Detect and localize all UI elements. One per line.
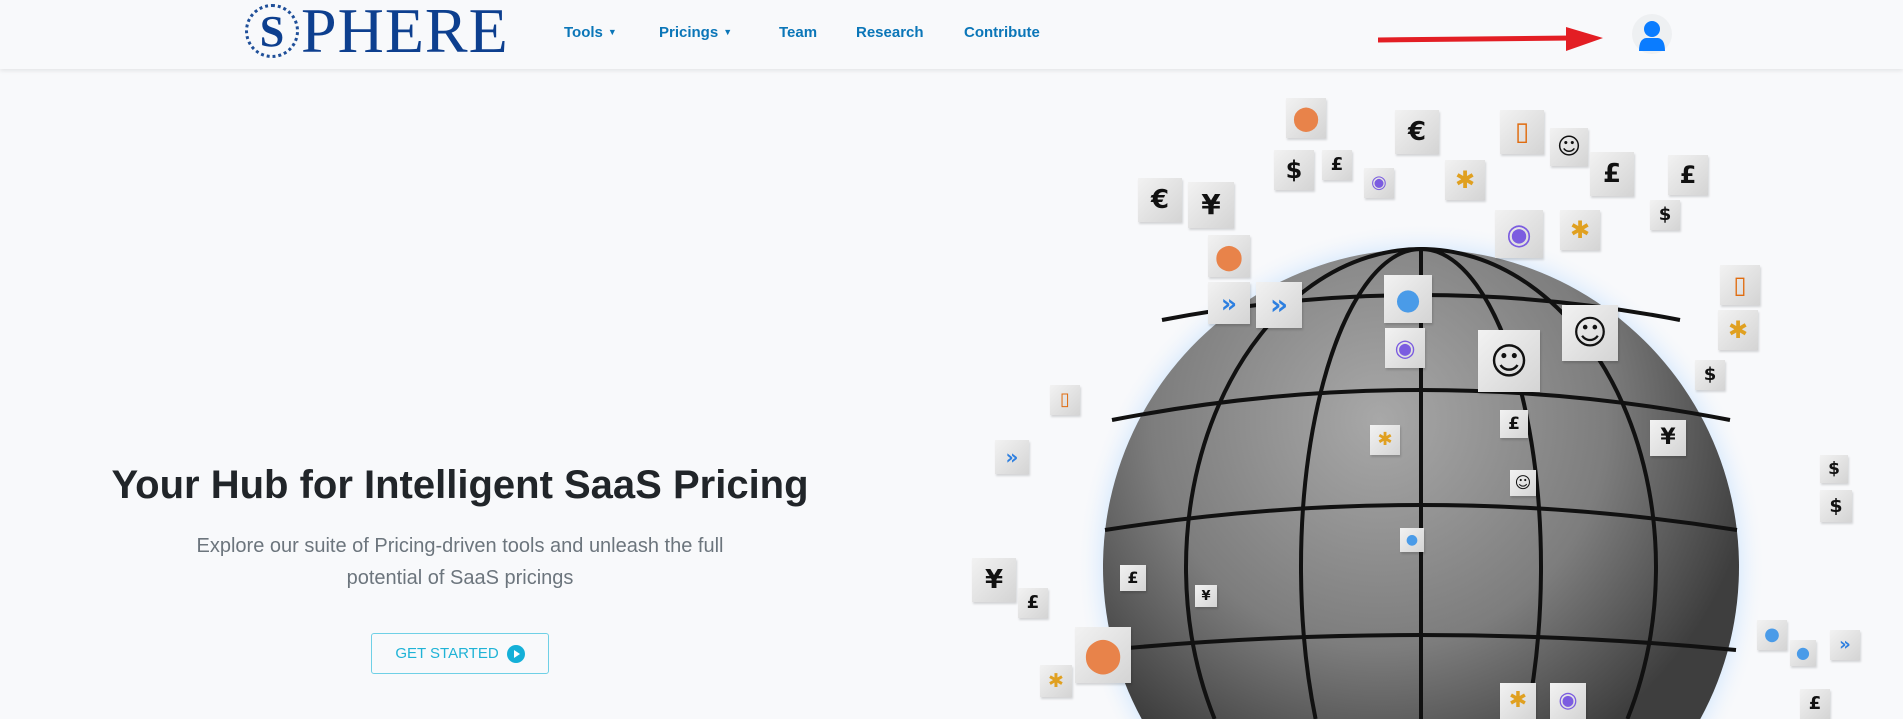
currency-symbol-icon: £ (1120, 565, 1146, 591)
play-circle-icon (506, 644, 525, 663)
nav-research[interactable]: Research (856, 24, 924, 41)
currency-symbol-icon: € (1138, 178, 1182, 222)
get-started-label: GET STARTED (395, 645, 499, 662)
github-icon: ☺ (1562, 305, 1618, 361)
jira-icon: » (1256, 282, 1302, 328)
currency-symbol-icon: ¥ (1195, 585, 1217, 607)
office-icon: ▯ (1720, 265, 1760, 305)
jira-icon: » (995, 440, 1029, 474)
currency-symbol-icon: £ (1018, 588, 1048, 618)
currency-symbol-icon: $ (1695, 360, 1725, 390)
navbar: S PHERE Tools ▼ Pricings ▼ Team Research C… (0, 0, 1903, 69)
currency-symbol-icon: $ (1274, 150, 1314, 190)
jira-icon: » (1208, 282, 1250, 324)
currency-symbol-icon: £ (1322, 150, 1352, 180)
currency-symbol-icon: £ (1800, 689, 1830, 719)
zoom-icon: ● (1384, 275, 1432, 323)
postman-icon: ⬤ (1286, 98, 1326, 138)
sphere-logo[interactable]: S PHERE (245, 0, 509, 66)
slack-icon: ✱ (1040, 665, 1072, 697)
canva-icon: ◉ (1550, 683, 1586, 719)
currency-symbol-icon: $ (1820, 455, 1848, 483)
logo-text: PHERE (301, 0, 509, 66)
logo-emblem: S (245, 4, 299, 58)
chevron-down-icon: ▼ (607, 27, 617, 37)
user-account-button[interactable] (1632, 14, 1672, 54)
hero-subtitle-line1: Explore our suite of Pricing-driven tool… (196, 535, 724, 557)
canva-icon: ◉ (1385, 328, 1425, 368)
slack-icon: ✱ (1445, 160, 1485, 200)
github-icon: ☺ (1510, 470, 1536, 496)
nav-pricings[interactable]: Pricings ▼ (659, 24, 732, 41)
nav-tools[interactable]: Tools ▼ (564, 24, 617, 41)
postman-icon: ⬤ (1075, 627, 1131, 683)
currency-symbol-icon: ¥ (1650, 420, 1686, 456)
user-icon (1639, 21, 1665, 51)
slack-icon: ✱ (1560, 210, 1600, 250)
red-arrow-annotation (1378, 27, 1603, 51)
office-icon: ▯ (1050, 385, 1080, 415)
postman-icon: ⬤ (1208, 235, 1250, 277)
get-started-button[interactable]: GET STARTED (371, 633, 549, 674)
currency-symbol-icon: € (1395, 110, 1439, 154)
hero-subtitle-line2: potential of SaaS pricings (346, 567, 574, 589)
jira-icon: » (1830, 630, 1860, 660)
slack-icon: ✱ (1718, 310, 1758, 350)
nav-contribute[interactable]: Contribute (964, 24, 1040, 41)
nav-pricings-label: Pricings (659, 24, 719, 41)
zoom-icon: ● (1757, 620, 1787, 650)
chevron-down-icon: ▼ (723, 27, 733, 37)
currency-symbol-icon: £ (1590, 152, 1634, 196)
currency-symbol-icon: $ (1650, 200, 1680, 230)
slack-icon: ✱ (1500, 683, 1536, 719)
currency-symbol-icon: ¥ (972, 558, 1016, 602)
nav-team[interactable]: Team (779, 24, 818, 41)
hero-subtitle: Explore our suite of Pricing-driven tool… (180, 530, 740, 594)
github-icon: ☺ (1550, 128, 1588, 166)
canva-icon: ◉ (1364, 168, 1394, 198)
zoom-icon: ● (1790, 640, 1816, 666)
currency-symbol-icon: $ (1820, 490, 1852, 522)
currency-symbol-icon: £ (1668, 155, 1708, 195)
hero-title: Your Hub for Intelligent SaaS Pricing (111, 463, 809, 507)
currency-symbol-icon: ¥ (1188, 182, 1234, 228)
currency-symbol-icon: £ (1500, 410, 1528, 438)
canva-icon: ◉ (1495, 210, 1543, 258)
zoom-icon: ● (1400, 528, 1424, 552)
github-icon: ☺ (1478, 330, 1540, 392)
nav-tools-label: Tools (564, 24, 603, 41)
slack-icon: ✱ (1370, 425, 1400, 455)
office-icon: ▯ (1500, 110, 1544, 154)
